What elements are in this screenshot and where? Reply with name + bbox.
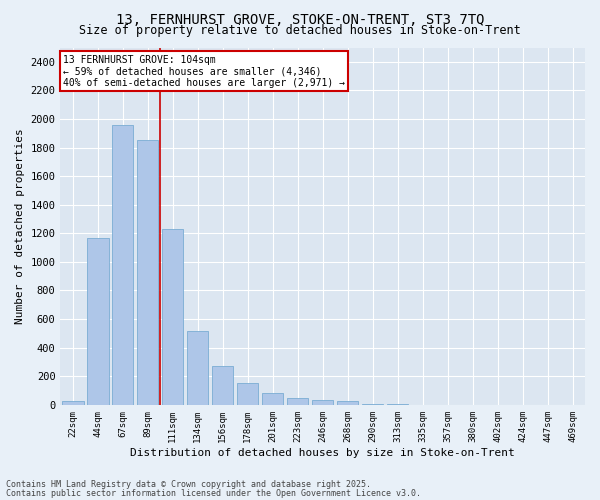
Bar (112, 124, 133, 405)
Bar (287, 398, 308, 405)
Bar (262, 394, 283, 405)
Bar (137, 140, 158, 405)
Bar (212, 366, 233, 405)
Bar (187, 330, 208, 405)
Bar (87, 238, 109, 405)
X-axis label: Distribution of detached houses by size in Stoke-on-Trent: Distribution of detached houses by size … (130, 448, 515, 458)
Text: Size of property relative to detached houses in Stoke-on-Trent: Size of property relative to detached ho… (79, 24, 521, 37)
Text: 13 FERNHURST GROVE: 104sqm
← 59% of detached houses are smaller (4,346)
40% of s: 13 FERNHURST GROVE: 104sqm ← 59% of deta… (63, 54, 345, 88)
Bar (237, 382, 259, 405)
Bar (337, 401, 358, 405)
Bar (362, 404, 383, 405)
Text: Contains HM Land Registry data © Crown copyright and database right 2025.: Contains HM Land Registry data © Crown c… (6, 480, 371, 489)
Y-axis label: Number of detached properties: Number of detached properties (15, 128, 25, 324)
Bar (162, 229, 184, 405)
Text: 13, FERNHURST GROVE, STOKE-ON-TRENT, ST3 7TQ: 13, FERNHURST GROVE, STOKE-ON-TRENT, ST3… (116, 12, 484, 26)
Bar (62, 402, 83, 405)
Bar (312, 400, 334, 405)
Bar (387, 404, 408, 405)
Text: Contains public sector information licensed under the Open Government Licence v3: Contains public sector information licen… (6, 488, 421, 498)
